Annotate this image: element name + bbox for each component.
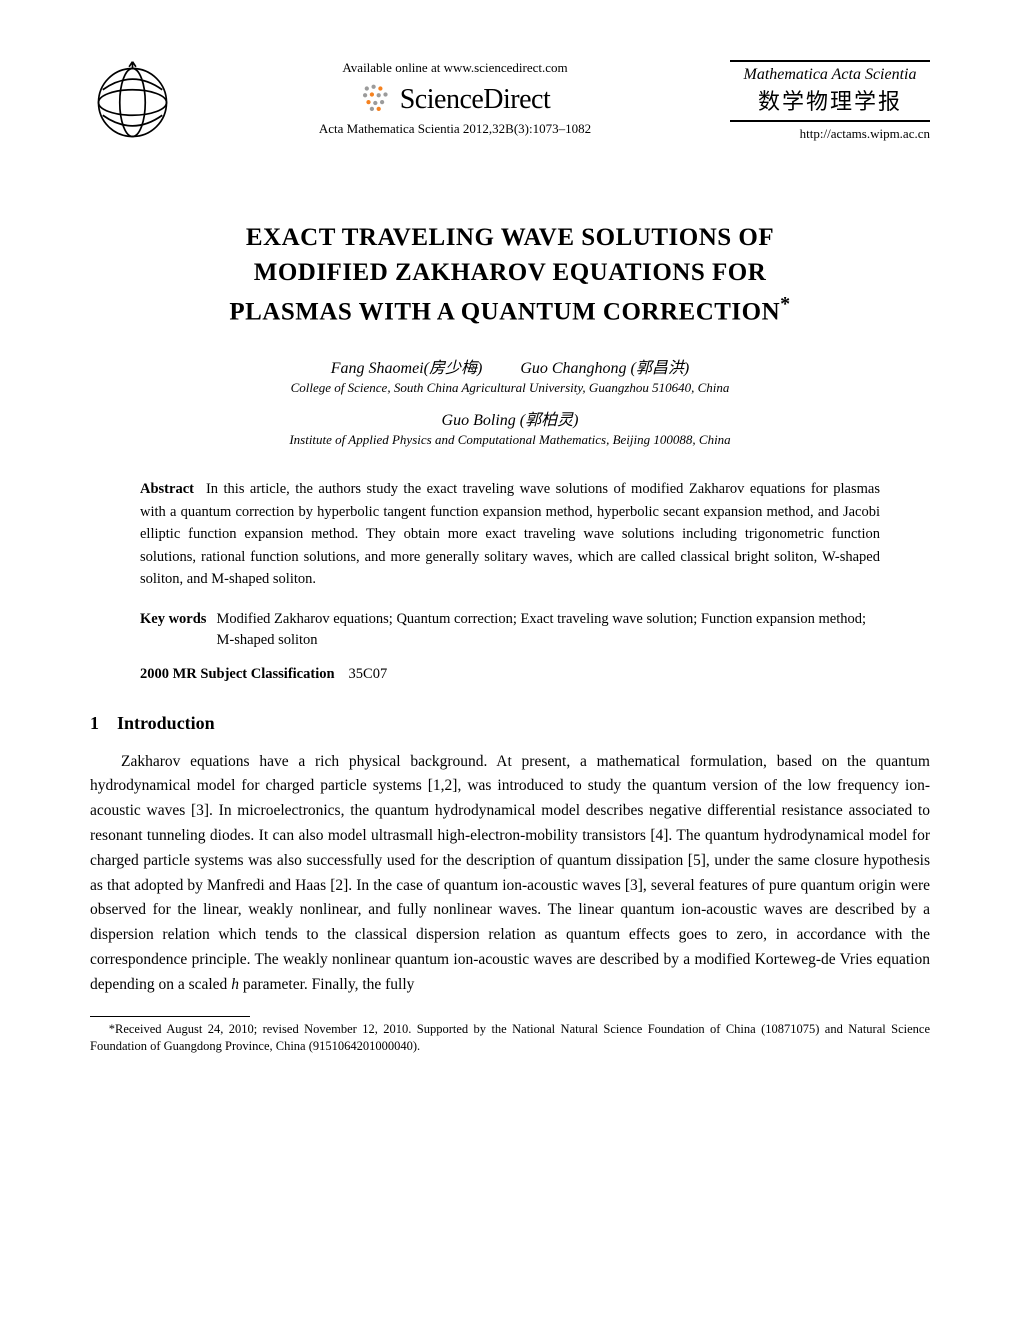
- section-1-number: 1: [90, 713, 99, 734]
- msc-label: 2000 MR Subject Classification: [140, 666, 335, 682]
- page-header: Available online at www.sciencedirect.co…: [90, 60, 930, 150]
- section-1-heading: 1 Introduction: [90, 713, 930, 734]
- sciencedirect-wordmark: ScienceDirect: [400, 84, 551, 116]
- author-line-1: Fang Shaomei(房少梅) Guo Changhong (郭昌洪): [90, 354, 930, 378]
- para1-h-symbol: h: [231, 976, 239, 993]
- journal-url: http://actams.wipm.ac.cn: [730, 126, 930, 142]
- title-line-1: EXACT TRAVELING WAVE SOLUTIONS OF: [246, 224, 774, 251]
- author-3-cn: (郭柏灵): [520, 412, 579, 429]
- article-title: EXACT TRAVELING WAVE SOLUTIONS OF MODIFI…: [90, 220, 930, 329]
- abstract: AbstractIn this article, the authors stu…: [140, 478, 880, 590]
- author-3-name: Guo Boling: [442, 412, 516, 429]
- msc-classification: 2000 MR Subject Classification 35C07: [140, 666, 880, 683]
- header-center: Available online at www.sciencedirect.co…: [180, 60, 730, 137]
- author-2-cn: (郭昌洪): [631, 360, 690, 377]
- title-line-2: MODIFIED ZAKHAROV EQUATIONS FOR: [254, 259, 767, 286]
- msc-code: 35C07: [349, 666, 388, 682]
- sciencedirect-brand: ScienceDirect: [190, 80, 720, 119]
- author-1-cn: (房少梅): [424, 360, 483, 377]
- para1-text-a: Zakharov equations have a rich physical …: [90, 753, 930, 993]
- footnote-rule: [90, 1016, 250, 1017]
- section-1-paragraph-1: Zakharov equations have a rich physical …: [90, 750, 930, 998]
- affiliation-2: Institute of Applied Physics and Computa…: [90, 432, 930, 448]
- keywords-label: Key words: [140, 609, 206, 653]
- available-online-text: Available online at www.sciencedirect.co…: [190, 60, 720, 76]
- elsevier-globe-icon: [90, 60, 175, 150]
- author-line-2: Guo Boling (郭柏灵): [90, 406, 930, 430]
- journal-logo-block: Mathematica Acta Scientia 数学物理学报 http://…: [730, 60, 930, 142]
- affiliation-1: College of Science, South China Agricult…: [90, 380, 930, 396]
- footnote-text: Received August 24, 2010; revised Novemb…: [90, 1022, 930, 1054]
- page-container: Available online at www.sciencedirect.co…: [0, 0, 1020, 1106]
- journal-name-chinese: 数学物理学报: [730, 84, 930, 116]
- title-line-3: PLASMAS WITH A QUANTUM CORRECTION: [229, 298, 780, 325]
- journal-logo: Mathematica Acta Scientia 数学物理学报: [730, 60, 930, 122]
- para1-text-b: parameter. Finally, the fully: [239, 976, 414, 993]
- authors-block: Fang Shaomei(房少梅) Guo Changhong (郭昌洪) Co…: [90, 354, 930, 448]
- footnote: *Received August 24, 2010; revised Novem…: [90, 1021, 930, 1056]
- sciencedirect-dots-icon: [360, 80, 394, 119]
- author-1-name: Fang Shaomei: [331, 360, 424, 377]
- keywords: Key words Modified Zakharov equations; Q…: [140, 609, 880, 653]
- journal-name-latin: Mathematica Acta Scientia: [730, 66, 930, 84]
- publisher-logo: [90, 60, 180, 150]
- abstract-label: Abstract: [140, 481, 194, 497]
- title-footnote-star: *: [780, 293, 791, 315]
- section-1-title: Introduction: [117, 713, 215, 733]
- keywords-text: Modified Zakharov equations; Quantum cor…: [216, 609, 880, 653]
- abstract-text: In this article, the authors study the e…: [140, 481, 880, 587]
- author-2-name: Guo Changhong: [520, 360, 626, 377]
- journal-reference: Acta Mathematica Scientia 2012,32B(3):10…: [190, 121, 720, 137]
